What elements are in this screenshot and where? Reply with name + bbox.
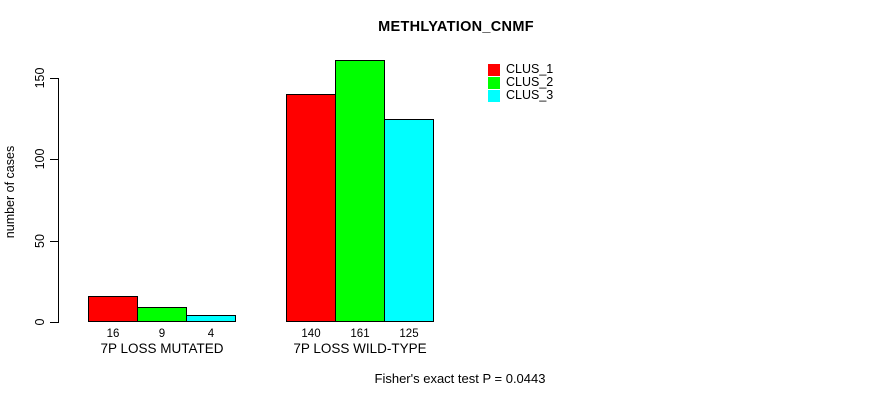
bar-clus_3-group1 xyxy=(186,315,236,322)
y-axis-tick xyxy=(50,240,58,242)
y-axis-tick xyxy=(50,322,58,323)
y-tick-label: 0 xyxy=(33,318,47,326)
fisher-test-caption: Fisher's exact test P = 0.0443 xyxy=(374,371,546,386)
y-tick-label: 100 xyxy=(33,148,47,170)
bar-value-label: 140 xyxy=(301,328,321,340)
bar-clus_2-group2 xyxy=(335,60,385,322)
category-label: 7P LOSS MUTATED xyxy=(100,340,224,356)
bar-value-label: 16 xyxy=(106,328,120,340)
bar-value-label: 9 xyxy=(158,328,166,340)
bar-clus_1-group1 xyxy=(88,295,138,322)
bar-clus_1-group2 xyxy=(286,94,336,322)
bar-value-label: 161 xyxy=(350,328,370,340)
y-tick-label: 150 xyxy=(33,67,47,89)
bar-value-label: 4 xyxy=(207,328,215,340)
bar-clus_2-group1 xyxy=(137,307,187,322)
y-axis-tick xyxy=(50,78,58,79)
bar-value-label: 125 xyxy=(399,328,419,340)
y-axis-line xyxy=(58,78,59,323)
y-axis-tick xyxy=(50,159,58,161)
y-tick-label: 50 xyxy=(33,233,47,248)
chart-title: METHLYATION_CNMF xyxy=(378,19,534,35)
bar-clus_3-group2 xyxy=(384,118,434,322)
category-label: 7P LOSS WILD-TYPE xyxy=(293,340,427,356)
